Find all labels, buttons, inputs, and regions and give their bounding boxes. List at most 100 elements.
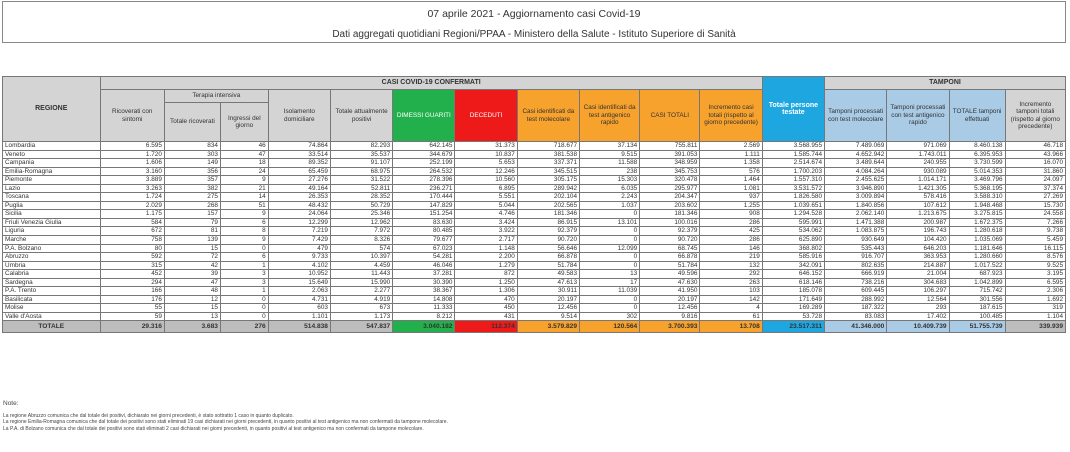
cell-incremento: 937: [699, 192, 763, 202]
cell-isolamento: 65.459: [267, 166, 331, 177]
cell-molecolare: 12.456: [516, 303, 581, 313]
cell-t-antigenico: 293: [886, 303, 950, 313]
cell-positivi: 82.293: [329, 141, 394, 151]
cell-t-totale: 1.017.522: [948, 260, 1006, 271]
cell-deceduti: 1.148: [454, 243, 518, 254]
cell-guariti: 344.679: [392, 149, 456, 160]
cell-ricoverati: 1.606: [99, 158, 165, 168]
col-header-positivi: Totale attualmente positivi: [329, 89, 394, 142]
cell-t-antigenico: 1.743.011: [886, 149, 950, 160]
cell-region-name: Friuli Venezia Giulia: [2, 217, 101, 228]
col-header-persone: Totale persone testate: [761, 76, 826, 142]
cell-t-incremento: 5.459: [1004, 235, 1067, 245]
cell-casi-totali: 12.456: [639, 303, 701, 313]
table-row: Piemonte 3.889 357 9 27.276 31.522 278.396 10.5…: [2, 175, 1067, 185]
cell-antigenico: 37.134: [579, 141, 641, 151]
cell-t-molecolare: 1.840.856: [824, 200, 888, 211]
cell-t-antigenico: 363.953: [886, 252, 950, 262]
cell-t-totale: 100.485: [948, 311, 1006, 322]
notes-section: Note: La regione Abruzzo comunica che da…: [3, 400, 1063, 432]
cell-casi-totali: 345.753: [639, 166, 701, 177]
cell-persone: 23.517.311: [761, 320, 826, 334]
cell-incremento: 146: [699, 243, 763, 254]
cell-guariti: 264.532: [392, 166, 456, 177]
cell-incremento: 103: [699, 286, 763, 296]
cell-persone: 53.728: [761, 311, 826, 322]
cell-ingressi: 18: [219, 158, 269, 168]
cell-casi-totali: 320.478: [639, 175, 701, 185]
cell-positivi: 52.811: [329, 183, 394, 194]
cell-totale-ricoverati: 48: [163, 286, 221, 296]
cell-molecolare: 20.197: [516, 294, 581, 305]
cell-incremento: 1.255: [699, 200, 763, 211]
cell-persone: 342.091: [761, 260, 826, 271]
cell-t-antigenico: 1.014.171: [886, 175, 950, 185]
cell-totale-ricoverati: 275: [163, 192, 221, 202]
report-title-box: 07 aprile 2021 - Aggiornamento casi Covi…: [2, 1, 1066, 43]
cell-t-incremento: 9.525: [1004, 260, 1067, 271]
cell-antigenico: 1.037: [579, 200, 641, 211]
cell-ingressi: 276: [219, 320, 269, 334]
table-row: Lazio 3.263 382 21 49.164 52.811 236.271 6.895 2…: [2, 183, 1067, 194]
cell-positivi: 4.919: [329, 294, 394, 305]
cell-ingressi: 1: [219, 260, 269, 271]
cell-t-antigenico: 107.612: [886, 200, 950, 211]
cell-deceduti: 10.837: [454, 149, 518, 160]
cell-t-molecolare: 2.455.625: [824, 175, 888, 185]
cell-guariti: 79.677: [392, 235, 456, 245]
cell-antigenico: 302: [579, 311, 641, 322]
col-header-totale-ricoverati: Totale ricoverati: [163, 102, 221, 142]
cell-molecolare: 3.579.829: [516, 320, 581, 334]
cell-ricoverati: 1.720: [99, 149, 165, 160]
col-header-regione: REGIONE: [2, 76, 101, 142]
cell-positivi: 15.990: [329, 277, 394, 288]
cell-persone: 1.585.744: [761, 149, 826, 160]
cell-ricoverati: 584: [99, 217, 165, 228]
cell-ingressi: 6: [219, 252, 269, 262]
cell-incremento: 1.081: [699, 183, 763, 194]
cell-t-antigenico: 214.887: [886, 260, 950, 271]
cell-casi-totali: 9.816: [639, 311, 701, 322]
cell-region-name: Molise: [2, 303, 101, 313]
cell-t-totale: 3.730.599: [948, 158, 1006, 168]
cell-deceduti: 5.551: [454, 192, 518, 202]
cell-region-name: Puglia: [2, 200, 101, 211]
table-row: Sicilia 1.175 157 9 24.064 25.346 151.254 4.746…: [2, 209, 1067, 219]
table-row: Marche 758 139 9 7.429 8.326 79.677 2.717 90.720…: [2, 235, 1067, 245]
cell-ricoverati: 758: [99, 235, 165, 245]
col-header-incremento: Incremento casi totali (rispetto al gior…: [699, 89, 763, 142]
col-header-antigenico: Casi identificati da test antigenico rap…: [579, 89, 641, 142]
cell-guariti: 38.367: [392, 286, 456, 296]
cell-t-totale: 1.280.618: [948, 226, 1006, 236]
group-header-tamponi: TAMPONI: [824, 76, 1066, 90]
cell-region-name: Sicilia: [2, 209, 101, 219]
cell-positivi: 10.397: [329, 252, 394, 262]
cell-persone: 1.557.310: [761, 175, 826, 185]
cell-region-name: Piemonte: [2, 175, 101, 185]
cell-t-totale: 51.755.739: [948, 320, 1006, 334]
col-header-casi-totali: CASI TOTALI: [639, 89, 701, 142]
cell-persone: 1.039.651: [761, 200, 826, 211]
cell-t-antigenico: 106.297: [886, 286, 950, 296]
cell-casi-totali: 181.346: [639, 209, 701, 219]
cell-guariti: 54.281: [392, 252, 456, 262]
cell-casi-totali: 348.959: [639, 158, 701, 168]
cell-totale-ricoverati: 834: [163, 141, 221, 151]
cell-incremento: 576: [699, 166, 763, 177]
cell-deceduti: 1.306: [454, 286, 518, 296]
cell-positivi: 547.837: [329, 320, 394, 334]
cell-positivi: 2.277: [329, 286, 394, 296]
cell-molecolare: 181.346: [516, 209, 581, 219]
cell-casi-totali: 3.700.393: [639, 320, 701, 334]
cell-ingressi: 21: [219, 183, 269, 194]
cell-region-name: Toscana: [2, 192, 101, 202]
cell-totale-ricoverati: 15: [163, 243, 221, 254]
cell-persone: 585.916: [761, 252, 826, 262]
cell-t-antigenico: 930.089: [886, 166, 950, 177]
cell-molecolare: 92.379: [516, 226, 581, 236]
cell-isolamento: 603: [267, 303, 331, 313]
cell-ingressi: 8: [219, 226, 269, 236]
cell-t-totale: 3.469.796: [948, 175, 1006, 185]
cell-positivi: 91.107: [329, 158, 394, 168]
cell-isolamento: 7.219: [267, 226, 331, 236]
